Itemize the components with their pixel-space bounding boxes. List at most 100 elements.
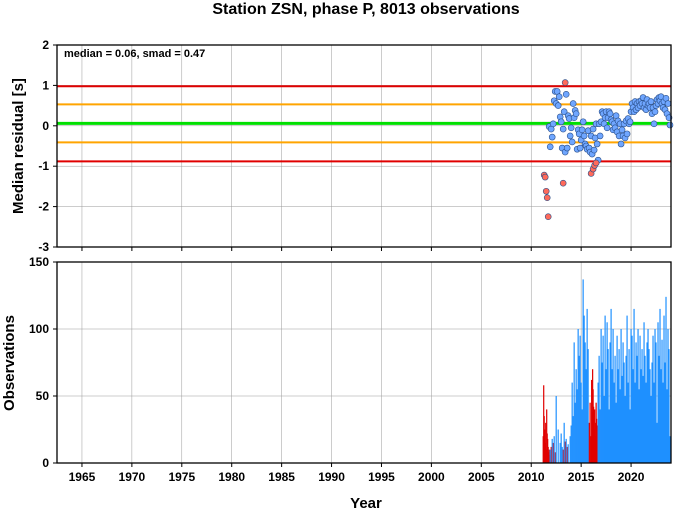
observations-y-tick-label: 150 bbox=[29, 255, 49, 269]
observations-panel: 0 50 100 150 1965 1970 1975 1980 1985 1990 1995 20… bbox=[1, 255, 672, 511]
normal-observation-bar bbox=[641, 349, 643, 463]
normal-observation-bar bbox=[553, 436, 555, 463]
normal-residual-point bbox=[580, 132, 588, 140]
normal-residual-point bbox=[559, 125, 567, 133]
residual-panel: -3 -2 -1 0 1 2 median = 0.06, smad = 0.47 Med… bbox=[10, 38, 674, 254]
normal-observation-bar bbox=[667, 329, 669, 463]
normal-observation-bar bbox=[561, 446, 563, 463]
outlier-residual-point bbox=[561, 79, 569, 86]
outlier-residual-point bbox=[543, 194, 551, 202]
normal-observation-bar bbox=[632, 369, 634, 463]
residual-y-tick-label: 0 bbox=[42, 119, 49, 133]
normal-observation-bar bbox=[600, 329, 602, 463]
normal-observation-bar bbox=[599, 409, 601, 463]
normal-observation-bar bbox=[665, 296, 667, 463]
normal-residual-point bbox=[546, 143, 554, 151]
outlier-residual-point bbox=[542, 187, 550, 195]
normal-residual-point bbox=[603, 124, 611, 132]
normal-observation-bar bbox=[629, 409, 631, 463]
normal-observation-bar bbox=[655, 342, 657, 463]
outlier-observation-bar bbox=[554, 452, 556, 463]
normal-residual-point bbox=[569, 100, 577, 107]
normal-observation-bar bbox=[628, 349, 630, 463]
normal-observation-bar bbox=[574, 402, 576, 463]
normal-observation-bar bbox=[587, 349, 589, 463]
normal-observation-bar bbox=[622, 342, 624, 463]
normal-observation-bar bbox=[602, 335, 604, 463]
observations-y-ticks: 0 50 100 150 bbox=[29, 255, 57, 470]
normal-observation-bar bbox=[615, 402, 617, 463]
normal-residual-point bbox=[664, 100, 672, 107]
normal-observation-bar bbox=[659, 308, 661, 463]
normal-observation-bar bbox=[572, 416, 574, 463]
stats-annotation: median = 0.06, smad = 0.47 bbox=[64, 48, 205, 60]
observation-bars bbox=[542, 279, 671, 463]
normal-observation-bar bbox=[581, 409, 583, 463]
normal-observation-bar bbox=[569, 436, 571, 463]
observations-x-tick-label: 1995 bbox=[368, 470, 395, 484]
normal-residual-point bbox=[589, 125, 597, 133]
normal-residual-point bbox=[549, 120, 557, 128]
observations-x-tick-label: 1985 bbox=[268, 470, 295, 484]
normal-observation-bar bbox=[626, 315, 628, 463]
normal-observation-bar bbox=[555, 396, 557, 463]
normal-observation-bar bbox=[549, 449, 551, 463]
normal-observation-bar bbox=[575, 369, 577, 463]
residual-y-ticks: -3 -2 -1 0 1 2 bbox=[38, 38, 57, 254]
normal-observation-bar bbox=[650, 396, 652, 463]
normal-residual-point bbox=[626, 118, 634, 126]
normal-observation-bar bbox=[584, 342, 586, 463]
normal-residual-point bbox=[563, 144, 571, 152]
normal-observation-bar bbox=[661, 339, 663, 463]
normal-observation-bar bbox=[649, 369, 651, 463]
outlier-observation-bar bbox=[548, 449, 550, 463]
normal-residual-point bbox=[576, 144, 584, 152]
residual-y-tick-label: -2 bbox=[38, 200, 49, 214]
normal-observation-bar bbox=[663, 315, 665, 463]
normal-observation-bar bbox=[640, 369, 642, 463]
observations-x-tick-label: 2000 bbox=[418, 470, 445, 484]
normal-residual-point bbox=[548, 133, 556, 141]
normal-observation-bar bbox=[644, 355, 646, 463]
normal-observation-bar bbox=[621, 375, 623, 463]
residual-points bbox=[540, 79, 674, 220]
observations-x-tick-label: 2010 bbox=[518, 470, 545, 484]
normal-observation-bar bbox=[585, 369, 587, 463]
normal-observation-bar bbox=[642, 375, 644, 463]
normal-observation-bar bbox=[611, 369, 613, 463]
normal-observation-bar bbox=[570, 425, 572, 463]
normal-observation-bar bbox=[656, 422, 658, 463]
normal-observation-bar bbox=[586, 308, 588, 463]
chart-title: Station ZSN, phase P, 8013 observations bbox=[212, 1, 519, 18]
normal-observation-bar bbox=[608, 409, 610, 463]
normal-residual-point bbox=[596, 132, 604, 140]
outlier-residual-point bbox=[559, 179, 567, 187]
normal-observation-bar bbox=[668, 349, 670, 463]
normal-observation-bar bbox=[604, 315, 606, 463]
residual-frame bbox=[56, 44, 672, 248]
observations-x-tick-label: 1970 bbox=[119, 470, 146, 484]
residual-y-tick-label: 1 bbox=[42, 78, 49, 92]
x-axis-label: Year bbox=[350, 495, 382, 511]
normal-observation-bar bbox=[610, 308, 612, 463]
normal-residual-point bbox=[579, 118, 587, 126]
normal-residual-point bbox=[647, 98, 655, 105]
normal-observation-bar bbox=[660, 369, 662, 463]
normal-residual-point bbox=[623, 130, 631, 138]
normal-observation-bar bbox=[606, 322, 608, 463]
normal-observation-bar bbox=[633, 308, 635, 463]
normal-observation-bar bbox=[559, 442, 561, 463]
normal-observation-bar bbox=[577, 329, 579, 463]
normal-observation-bar bbox=[657, 322, 659, 463]
normal-observation-bar bbox=[664, 362, 666, 463]
normal-observation-bar bbox=[631, 335, 633, 463]
normal-observation-bar bbox=[647, 329, 649, 463]
residual-y-tick-label: -1 bbox=[38, 159, 49, 173]
normal-observation-bar bbox=[662, 382, 664, 463]
normal-observation-bar bbox=[560, 433, 562, 463]
observations-x-tick-label: 1965 bbox=[69, 470, 96, 484]
normal-observation-bar bbox=[580, 382, 582, 463]
normal-observation-bar bbox=[617, 369, 619, 463]
normal-observation-bar bbox=[578, 355, 580, 463]
normal-residual-point bbox=[593, 140, 601, 148]
